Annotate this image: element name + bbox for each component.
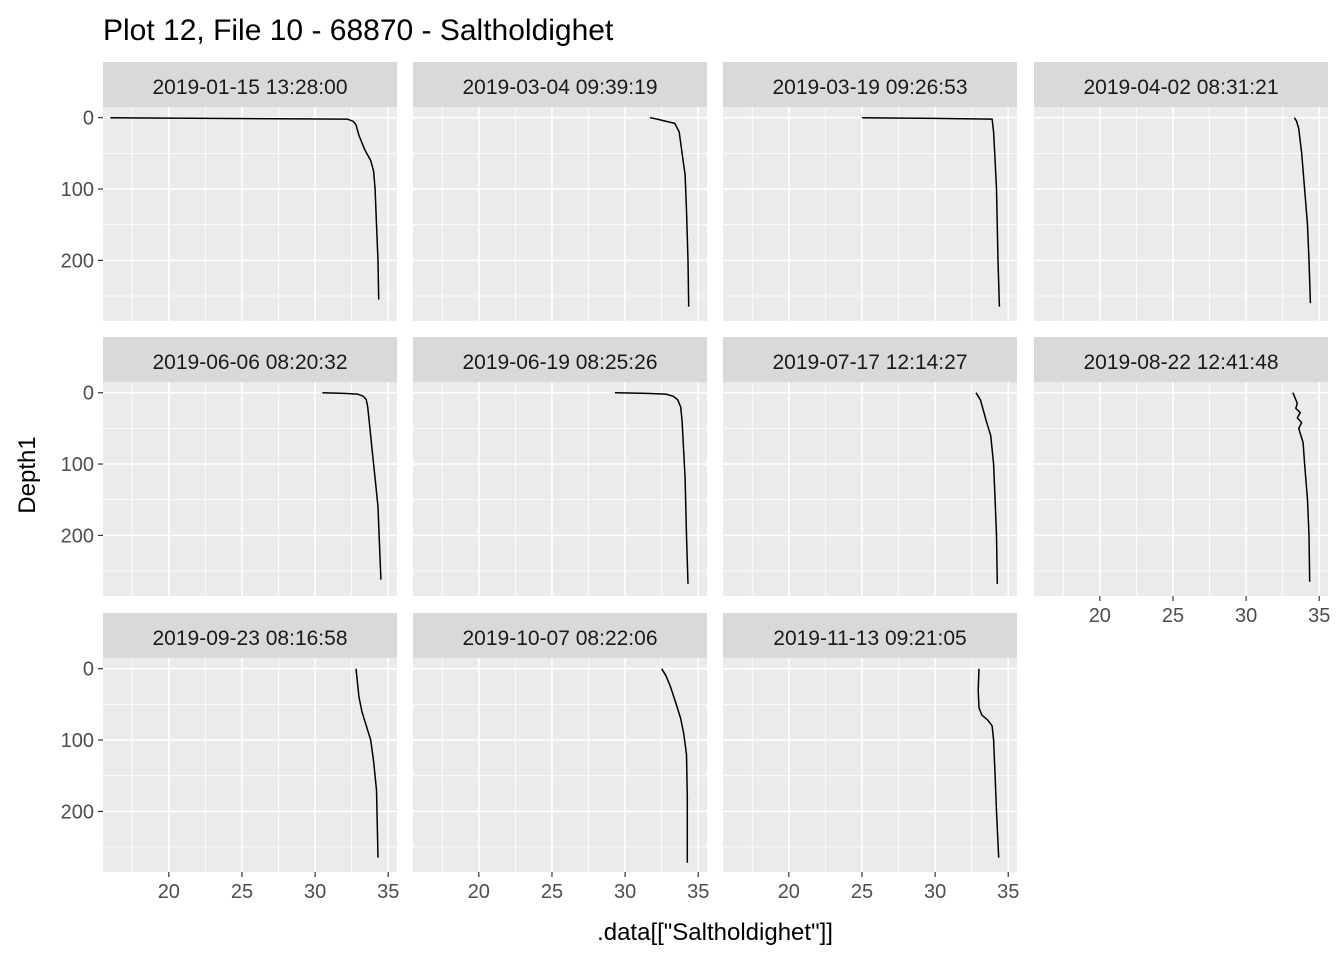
x-tick-label: 35 (1308, 605, 1330, 627)
facet-panel: 2019-09-23 08:16:58 0 100 200 20 25 30 35 (61, 613, 399, 903)
facet-strip-label: 2019-01-15 13:28:00 (153, 76, 348, 99)
panel-background (103, 382, 397, 596)
panel-background (103, 658, 397, 872)
x-tick-label: 30 (924, 881, 946, 903)
facet-strip-label: 2019-06-06 08:20:32 (153, 351, 348, 374)
facet-strip-label: 2019-03-19 09:26:53 (773, 76, 968, 99)
facet-strip (103, 62, 397, 107)
facet-panel: 2019-08-22 12:41:48 20 25 30 35 (1034, 337, 1330, 627)
y-tick-label: 100 (61, 730, 94, 752)
panel-background (1034, 382, 1328, 596)
facet-strip (723, 613, 1017, 658)
x-tick-label: 35 (377, 881, 399, 903)
y-tick-label: 0 (83, 108, 94, 130)
x-axis-label: .data[["Saltholdighet"]] (597, 919, 833, 946)
x-tick-label: 35 (997, 881, 1019, 903)
salinity-profile-line (661, 668, 689, 863)
salinity-profile-line (861, 116, 1001, 307)
panel-background (723, 658, 1017, 872)
y-tick-label: 200 (61, 525, 94, 547)
facet-strip (1034, 337, 1328, 382)
facet-panel: 2019-06-06 08:20:32 0 100 200 (61, 337, 397, 596)
facet-strip (413, 613, 707, 658)
x-tick-label: 20 (778, 881, 800, 903)
facet-strip-label: 2019-10-07 08:22:06 (463, 627, 658, 650)
facet-panel: 2019-04-02 08:31:21 (1034, 62, 1328, 321)
facet-strip (413, 337, 707, 382)
facet-panel: 2019-10-07 08:22:06 20 25 30 35 (413, 613, 709, 903)
y-axis-label: Depth1 (14, 436, 41, 513)
x-tick-label: 30 (1235, 605, 1257, 627)
x-tick-label: 25 (1162, 605, 1184, 627)
facet-strip-label: 2019-11-13 09:21:05 (773, 627, 966, 650)
panel-background (413, 107, 707, 321)
y-tick-label: 200 (61, 801, 94, 823)
y-tick-label: 0 (83, 659, 94, 681)
x-tick-label: 30 (614, 881, 636, 903)
facet-strip-label: 2019-09-23 08:16:58 (153, 627, 348, 650)
facet-strip-label: 2019-07-17 12:14:27 (773, 351, 968, 374)
panel-background (723, 382, 1017, 596)
panel-background (1034, 107, 1328, 321)
facet-panel: 2019-11-13 09:21:05 20 25 30 35 (723, 613, 1019, 903)
salinity-profile-line (1292, 392, 1311, 582)
facet-strip (723, 62, 1017, 107)
salinity-profile-line (977, 668, 1000, 858)
facet-strip (103, 613, 397, 658)
salinity-profile-line (649, 116, 690, 307)
panel-background (413, 382, 707, 596)
facet-panel: 2019-01-15 13:28:00 0 100 200 (61, 62, 397, 321)
y-tick-label: 200 (61, 250, 94, 272)
y-tick-label: 100 (61, 179, 94, 201)
salinity-profile-line (110, 116, 380, 300)
facet-strip (1034, 62, 1328, 107)
x-tick-label: 25 (541, 881, 563, 903)
x-tick-label: 25 (231, 881, 253, 903)
chart-title: Plot 12, File 10 - 68870 - Saltholdighet (103, 14, 614, 47)
salinity-profile-line (614, 391, 689, 584)
salinity-profile-line (322, 391, 382, 580)
facet-strip-label: 2019-04-02 08:31:21 (1084, 76, 1279, 99)
facet-strip-label: 2019-03-04 09:39:19 (463, 76, 658, 99)
panel-background (103, 107, 397, 321)
panel-background (723, 107, 1017, 321)
salinity-profile-line (1293, 117, 1312, 304)
x-tick-label: 20 (1089, 605, 1111, 627)
salinity-profile-line (975, 392, 999, 584)
facet-panel: 2019-03-04 09:39:19 (413, 62, 707, 321)
facet-strip-label: 2019-08-22 12:41:48 (1084, 351, 1279, 374)
facet-panel: 2019-03-19 09:26:53 (723, 62, 1017, 321)
facet-strip (723, 337, 1017, 382)
y-tick-label: 0 (83, 383, 94, 405)
y-tick-label: 100 (61, 454, 94, 476)
x-tick-label: 35 (687, 881, 709, 903)
x-tick-label: 20 (468, 881, 490, 903)
facet-strip (103, 337, 397, 382)
x-tick-label: 30 (304, 881, 326, 903)
x-tick-label: 25 (851, 881, 873, 903)
x-tick-label: 20 (158, 881, 180, 903)
panel-background (413, 658, 707, 872)
facet-panel: 2019-07-17 12:14:27 (723, 337, 1017, 596)
facet-panel: 2019-06-19 08:25:26 (413, 337, 707, 596)
facet-strip (413, 62, 707, 107)
facet-strip-label: 2019-06-19 08:25:26 (463, 351, 658, 374)
salinity-profile-line (355, 668, 379, 858)
